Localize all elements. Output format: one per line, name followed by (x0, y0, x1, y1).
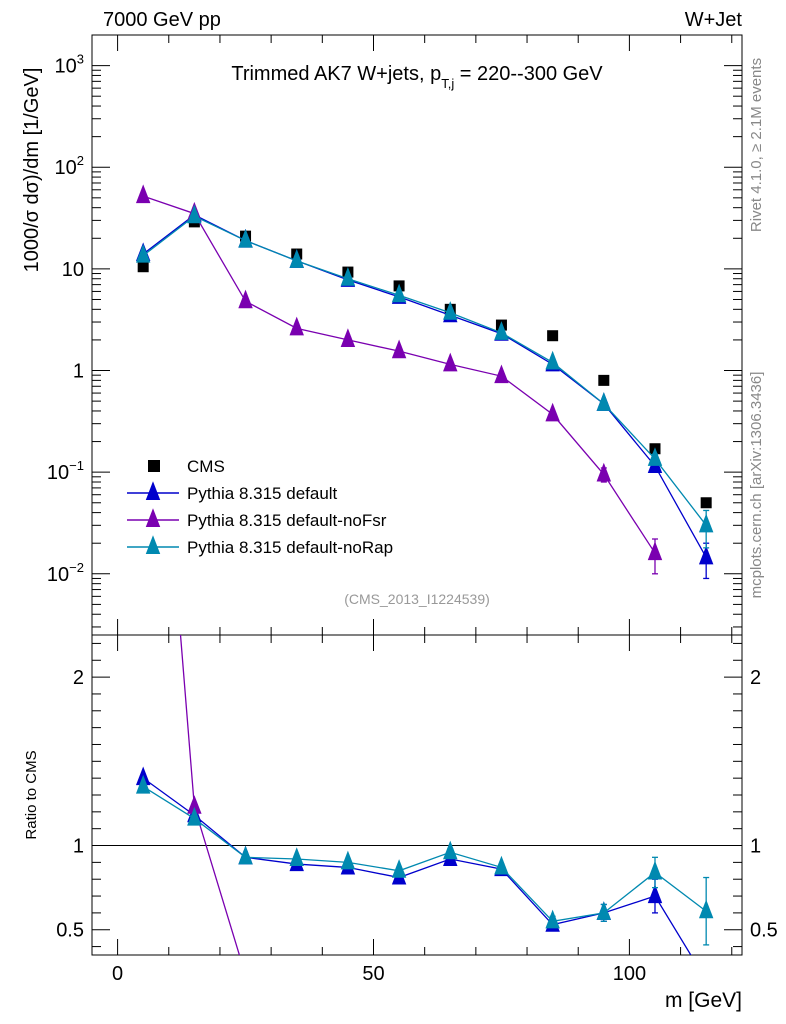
ratio-panel-frame (91, 634, 743, 956)
main-y-tick-label: 10−2 (47, 560, 84, 586)
data-point-nofsr (443, 352, 458, 372)
ratio-point-norap (596, 901, 612, 920)
data-point-nofsr (238, 289, 253, 309)
data-point-cms (137, 261, 149, 273)
x-tick-label: 100 (613, 963, 646, 985)
ratio-point-norap (340, 850, 356, 870)
ratio-series-nofsr (179, 635, 241, 955)
data-point-norap (391, 283, 407, 303)
data-point-nofsr (391, 339, 407, 359)
ratio-y-tick-label-right: 2 (750, 667, 761, 689)
legend-marker-default (145, 481, 161, 501)
ratio-point-norap (494, 855, 509, 875)
ratio-axis-ticks: 0 50 100 0.5 0.5 1 1 2 2 (56, 635, 778, 985)
legend-label-norap: Pythia 8.315 default-noRap (187, 538, 393, 557)
series-nofsr (135, 184, 663, 575)
data-point-norap (187, 204, 202, 224)
ratio-y-tick-label-right: 0.5 (750, 920, 778, 942)
ratio-y-tick-label-right: 1 (750, 836, 761, 858)
header-beam-label: 7000 GeV pp (103, 9, 221, 31)
analysis-id-label: (CMS_2013_I1224539) (344, 591, 490, 607)
series-norap (135, 204, 714, 549)
data-point-norap (340, 267, 356, 286)
main-series-group (135, 184, 714, 580)
data-point-norap (647, 447, 663, 466)
data-point-default (698, 545, 714, 565)
series-line-norap (142, 215, 707, 526)
rivet-version-label: Rivet 4.1.0, ≥ 2.1M events (748, 58, 765, 232)
ratio-point-norap (545, 909, 560, 929)
ratio-series-default (135, 766, 692, 955)
chart-title-subscript: T,j (441, 76, 454, 91)
legend-item-default: Pythia 8.315 default (127, 481, 338, 503)
data-point-nofsr (545, 402, 560, 422)
legend-marker-cms (148, 460, 160, 472)
data-point-nofsr (340, 328, 356, 347)
data-point-nofsr (494, 364, 509, 384)
data-point-nofsr (596, 462, 612, 482)
data-point-norap (596, 392, 612, 411)
chart-title-rest: = 220--300 GeV (454, 63, 603, 85)
legend-item-norap: Pythia 8.315 default-noRap (127, 535, 393, 557)
ratio-y-axis-label: Ratio to CMS (23, 750, 40, 839)
ratio-line-nofsr (179, 635, 241, 955)
data-point-norap (545, 350, 560, 370)
data-point-nofsr (135, 184, 151, 204)
data-point-norap (135, 243, 151, 263)
data-point-norap (494, 321, 509, 340)
chart-title: Trimmed AK7 W+jets, pT,j = 220--300 GeV (231, 63, 603, 91)
main-axis-ticks: 10−2 10−1 1 10 102 103 (47, 34, 742, 635)
main-y-tick-label: 10−1 (47, 458, 84, 484)
legend-item-cms: CMS (148, 457, 225, 476)
main-y-tick-label: 1 (73, 361, 84, 383)
data-point-cms (547, 330, 559, 342)
data-point-norap (443, 301, 458, 320)
ratio-series-norap (135, 774, 714, 946)
data-point-norap (289, 249, 304, 268)
legend: CMS Pythia 8.315 default Pythia 8.315 defa… (127, 457, 393, 557)
ratio-point-norap (238, 845, 253, 865)
ratio-y-tick-label-left: 0.5 (56, 920, 84, 942)
main-y-tick-label: 102 (55, 153, 84, 179)
x-tick-label: 0 (112, 963, 123, 985)
x-tick-label: 50 (362, 963, 384, 985)
data-point-cms (700, 497, 712, 509)
series-line-default (142, 214, 707, 558)
legend-label-cms: CMS (187, 457, 225, 476)
mcplots-label: mcplots.cern.ch [arXiv:1306.3436] (748, 372, 765, 599)
ratio-point-norap (289, 847, 304, 867)
data-point-norap (238, 228, 253, 248)
ratio-point-norap (135, 774, 151, 794)
legend-item-nofsr: Pythia 8.315 default-noFsr (127, 508, 387, 530)
data-point-nofsr (289, 316, 304, 336)
ratio-point-norap (391, 859, 407, 878)
chart-title-main: Trimmed AK7 W+jets, p (231, 63, 441, 85)
main-y-tick-label: 103 (55, 52, 84, 78)
main-y-tick-label: 10 (62, 259, 84, 281)
x-axis-label: m [GeV] (665, 989, 742, 1012)
ratio-y-tick-label-left: 2 (73, 667, 84, 689)
legend-label-default: Pythia 8.315 default (187, 484, 338, 503)
ratio-point-norap (443, 840, 458, 860)
ratio-point-nofsr (187, 795, 202, 814)
data-point-cms (598, 374, 610, 386)
ratio-point-default (647, 884, 663, 904)
ratio-y-tick-label-left: 1 (73, 836, 84, 858)
legend-marker-norap (145, 535, 161, 555)
ratio-line-norap (142, 786, 707, 923)
legend-marker-nofsr (145, 508, 161, 528)
legend-label-nofsr: Pythia 8.315 default-noFsr (187, 511, 387, 530)
ratio-series-group (135, 635, 714, 955)
data-point-nofsr (647, 541, 663, 561)
ratio-point-norap (698, 899, 714, 919)
ratio-point-norap (647, 860, 663, 880)
ratio-point-norap (187, 806, 202, 826)
main-y-axis-label: 1000/σ dσ)/dm [1/GeV] (21, 68, 43, 273)
data-point-norap (698, 513, 714, 533)
header-process-label: W+Jet (685, 9, 743, 31)
